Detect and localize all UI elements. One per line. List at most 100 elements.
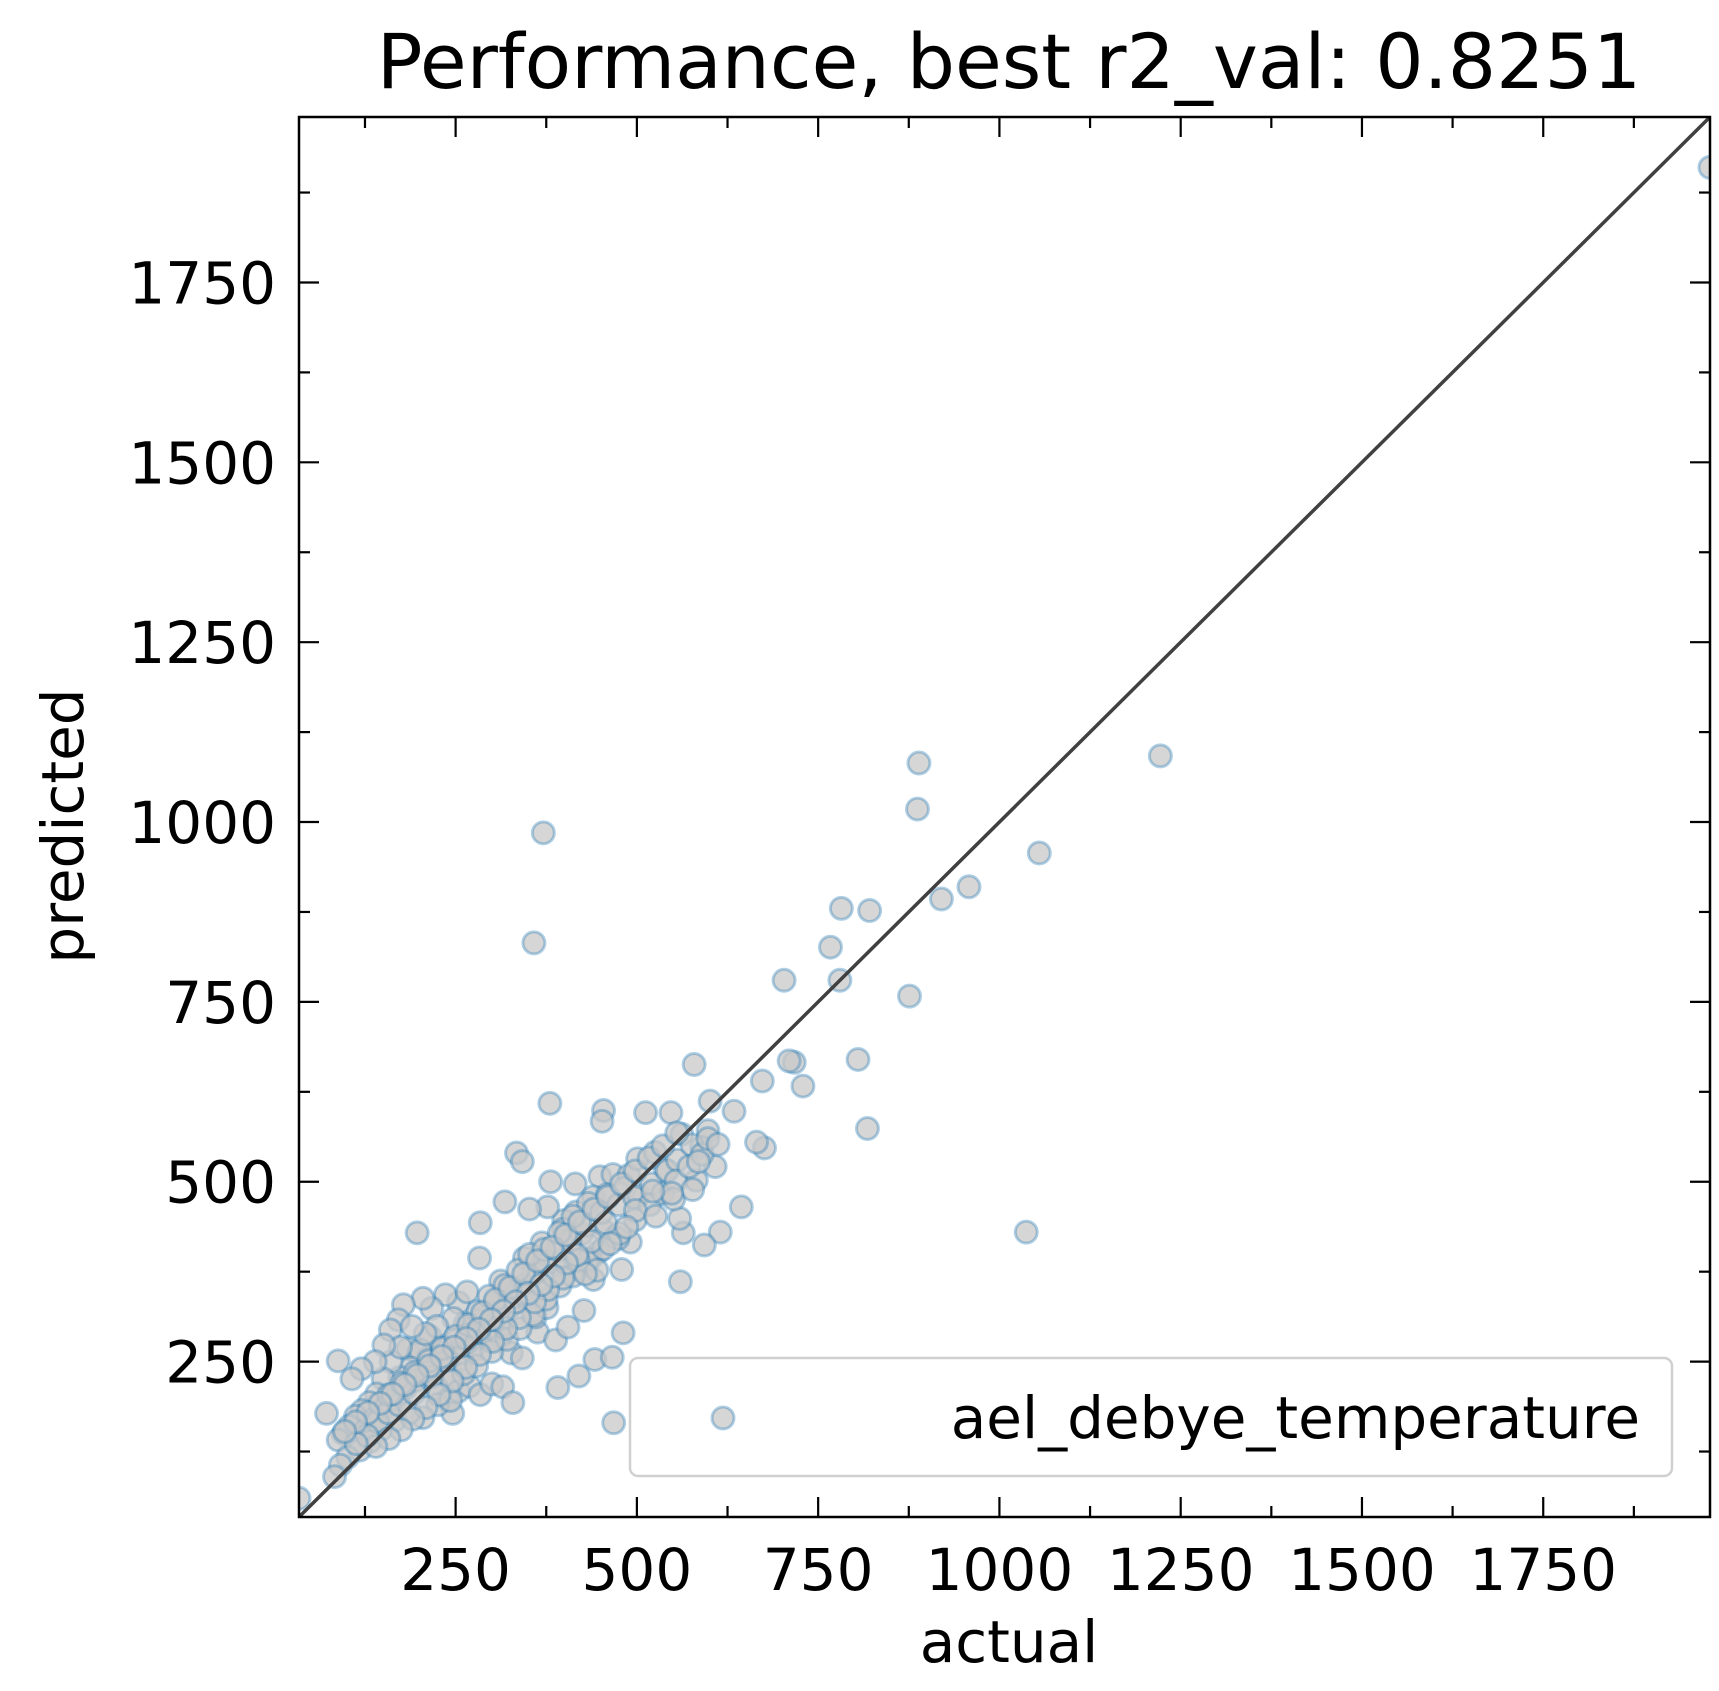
data-point bbox=[721, 1098, 747, 1124]
data-point bbox=[467, 1210, 493, 1236]
data-point bbox=[857, 898, 883, 924]
data-point bbox=[490, 1374, 516, 1400]
data-point bbox=[904, 796, 930, 822]
x-axis-label: actual bbox=[920, 1608, 1099, 1676]
data-point bbox=[749, 1068, 775, 1094]
data-point bbox=[562, 1171, 588, 1197]
data-point bbox=[728, 1194, 754, 1220]
data-point bbox=[1697, 154, 1710, 180]
data-point bbox=[521, 930, 547, 956]
data-point bbox=[509, 1345, 535, 1371]
data-point bbox=[697, 1088, 723, 1114]
data-point bbox=[691, 1232, 717, 1258]
y-axis-label: predicted bbox=[29, 688, 97, 963]
data-point bbox=[454, 1279, 480, 1305]
data-point bbox=[325, 1348, 351, 1374]
data-point bbox=[525, 1248, 551, 1274]
y-tick-label: 250 bbox=[165, 1329, 276, 1397]
legend-label: ael_debye_temperature bbox=[951, 1384, 1640, 1452]
data-point bbox=[601, 1410, 627, 1436]
data-point bbox=[680, 1177, 706, 1203]
data-point bbox=[314, 1400, 340, 1426]
legend-marker bbox=[710, 1405, 736, 1431]
data-point bbox=[571, 1298, 597, 1324]
data-point bbox=[537, 1090, 563, 1116]
data-point bbox=[500, 1390, 526, 1416]
data-point bbox=[439, 1368, 465, 1394]
data-point bbox=[467, 1341, 493, 1367]
x-tick-label: 1250 bbox=[1107, 1536, 1255, 1604]
data-point bbox=[640, 1178, 666, 1204]
data-point bbox=[332, 1418, 358, 1444]
data-point bbox=[566, 1363, 592, 1389]
data-point bbox=[845, 1046, 871, 1072]
x-tick-label: 750 bbox=[763, 1536, 874, 1604]
data-point bbox=[299, 1485, 312, 1511]
data-point bbox=[928, 886, 954, 912]
data-point bbox=[404, 1220, 430, 1246]
y-tick-label: 1500 bbox=[128, 429, 276, 497]
data-point bbox=[707, 1219, 733, 1245]
x-tick-label: 1750 bbox=[1469, 1536, 1617, 1604]
data-point bbox=[339, 1366, 365, 1392]
y-tick-label: 1250 bbox=[128, 609, 276, 677]
data-point bbox=[667, 1269, 693, 1295]
data-point bbox=[567, 1209, 593, 1235]
y-tick-label: 750 bbox=[165, 969, 276, 1037]
data-point bbox=[776, 1048, 802, 1074]
x-tick-label: 1000 bbox=[926, 1536, 1074, 1604]
x-tick-label: 250 bbox=[400, 1536, 511, 1604]
identity-reference-line bbox=[299, 117, 1710, 1517]
chart-title: Performance, best r2_val: 0.8251 bbox=[377, 17, 1641, 106]
data-point bbox=[897, 983, 923, 1009]
data-point bbox=[956, 874, 982, 900]
data-point bbox=[517, 1196, 543, 1222]
data-point bbox=[509, 1149, 535, 1175]
data-point bbox=[705, 1131, 731, 1157]
data-point bbox=[744, 1129, 770, 1155]
data-point bbox=[817, 934, 843, 960]
data-point bbox=[686, 1149, 712, 1175]
data-point bbox=[595, 1184, 621, 1210]
data-point bbox=[643, 1203, 669, 1229]
data-point bbox=[322, 1464, 348, 1490]
data-point bbox=[681, 1051, 707, 1077]
legend-box bbox=[628, 1356, 1674, 1478]
data-point bbox=[1147, 743, 1173, 769]
data-point bbox=[1026, 840, 1052, 866]
data-point bbox=[771, 967, 797, 993]
data-point bbox=[906, 750, 932, 776]
data-point bbox=[545, 1375, 571, 1401]
data-point bbox=[1013, 1219, 1039, 1245]
data-point bbox=[589, 1108, 615, 1134]
data-point bbox=[553, 1222, 579, 1248]
data-point bbox=[555, 1314, 581, 1340]
data-point bbox=[614, 1214, 640, 1240]
x-tick-label: 500 bbox=[582, 1536, 693, 1604]
data-point bbox=[599, 1344, 625, 1370]
axis-tick-labels: 250 500 750 1000 1250 1500 1750 250 500 750 1000 12… bbox=[128, 249, 1617, 1604]
data-point bbox=[610, 1320, 636, 1346]
data-point bbox=[658, 1100, 684, 1126]
data-point bbox=[597, 1231, 623, 1257]
data-point bbox=[399, 1313, 425, 1339]
data-point bbox=[854, 1116, 880, 1142]
data-point bbox=[453, 1354, 479, 1380]
data-point bbox=[572, 1261, 598, 1287]
y-tick-label: 1000 bbox=[128, 789, 276, 857]
y-tick-label: 500 bbox=[165, 1149, 276, 1217]
data-point bbox=[609, 1257, 635, 1283]
data-point bbox=[467, 1245, 493, 1271]
legend: ael_debye_temperature bbox=[628, 1356, 1674, 1478]
data-point bbox=[790, 1073, 816, 1099]
data-point bbox=[633, 1100, 659, 1126]
data-point bbox=[492, 1189, 518, 1215]
data-point bbox=[432, 1282, 458, 1308]
axis-ticks bbox=[299, 117, 1710, 1517]
plot-frame bbox=[297, 115, 1712, 1519]
data-points bbox=[299, 154, 1710, 1511]
y-tick-label: 1750 bbox=[128, 249, 276, 317]
data-point bbox=[538, 1169, 564, 1195]
data-point bbox=[530, 820, 556, 846]
